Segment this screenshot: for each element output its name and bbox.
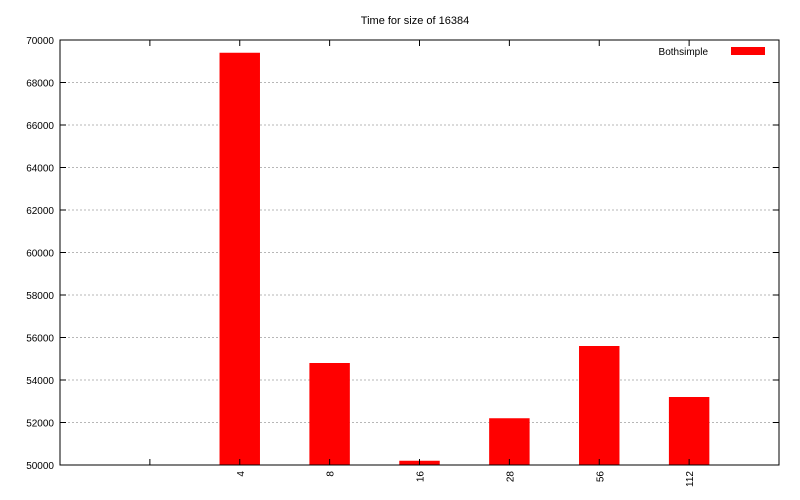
legend: Bothsimple (659, 47, 765, 58)
bar-28 (489, 418, 530, 465)
y-tick-label: 70000 (26, 36, 54, 47)
y-tick-label: 58000 (26, 291, 54, 302)
bars (219, 52, 710, 465)
bar-112 (668, 397, 710, 465)
y-tick-label: 68000 (26, 79, 54, 90)
x-tick-label: 28 (505, 471, 516, 483)
y-tick-label: 60000 (26, 249, 54, 260)
grid-lines (60, 82, 779, 423)
bar-4 (219, 52, 260, 465)
y-tick-label: 62000 (26, 206, 54, 217)
axis-ticks: 50000 52000 54000 56000 58000 60000 62000 64000… (26, 36, 779, 487)
y-tick-label: 50000 (26, 461, 54, 472)
x-tick-label: 56 (595, 471, 606, 483)
bar-56 (579, 346, 620, 465)
y-tick-label: 56000 (26, 334, 54, 345)
legend-swatch-bothsimple (731, 47, 765, 55)
x-tick-label: 4 (236, 471, 247, 477)
y-tick-label: 64000 (26, 164, 54, 175)
chart-title: Time for size of 16384 (361, 15, 469, 27)
x-tick-label: 8 (326, 471, 337, 477)
x-tick-label: 16 (416, 471, 427, 483)
y-tick-label: 52000 (26, 419, 54, 430)
legend-label-bothsimple: Bothsimple (659, 47, 709, 58)
bar-8 (309, 363, 350, 465)
y-tick-label: 66000 (26, 121, 54, 132)
x-tick-label: 112 (685, 471, 696, 487)
y-tick-label: 54000 (26, 376, 54, 387)
